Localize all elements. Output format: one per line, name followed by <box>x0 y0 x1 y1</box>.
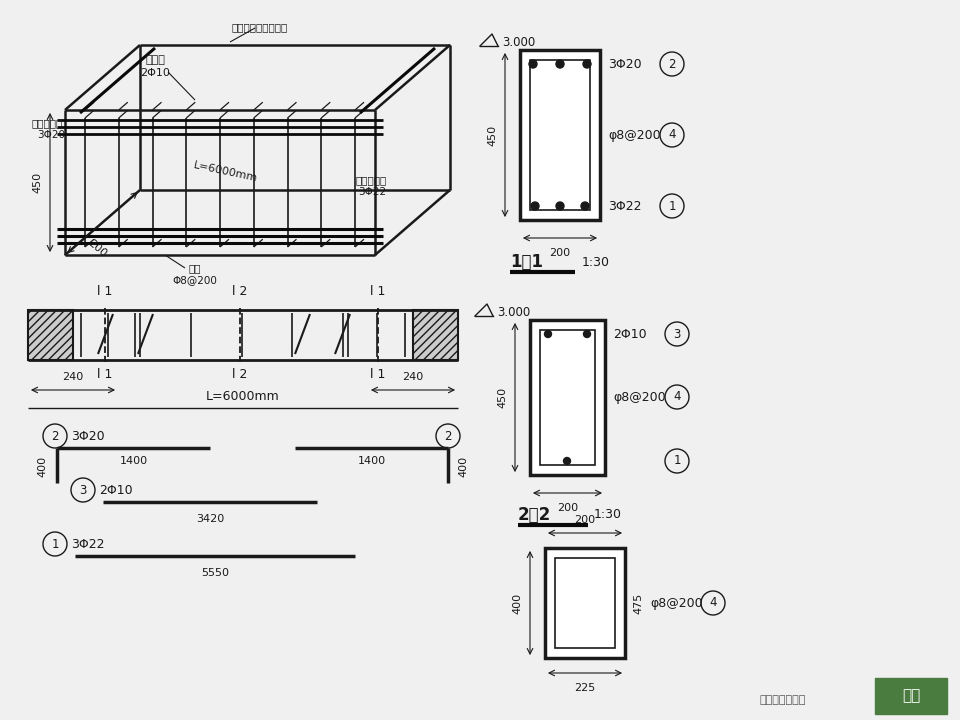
Text: 240: 240 <box>62 372 84 382</box>
Text: 2: 2 <box>444 430 452 443</box>
Circle shape <box>531 202 539 210</box>
Text: 5550: 5550 <box>201 568 229 578</box>
Text: 返回: 返回 <box>901 688 920 703</box>
Text: 200: 200 <box>574 515 595 525</box>
Text: 1:30: 1:30 <box>582 256 610 269</box>
Text: 2Φ10: 2Φ10 <box>613 328 647 341</box>
Text: 475: 475 <box>633 593 643 613</box>
Text: 3.000: 3.000 <box>497 305 530 318</box>
Text: 450: 450 <box>487 125 497 145</box>
Text: 2Φ10: 2Φ10 <box>99 484 132 497</box>
Text: 1400: 1400 <box>119 456 148 466</box>
Text: l 1: l 1 <box>371 368 386 381</box>
Polygon shape <box>413 310 458 360</box>
Circle shape <box>581 202 589 210</box>
Circle shape <box>583 60 591 68</box>
Text: 造价工程师圈儿: 造价工程师圈儿 <box>760 695 806 705</box>
Polygon shape <box>28 310 73 360</box>
Text: 1:30: 1:30 <box>594 508 622 521</box>
Text: 450: 450 <box>497 387 507 408</box>
Text: 450: 450 <box>32 172 42 193</box>
Circle shape <box>556 202 564 210</box>
Bar <box>540 330 595 465</box>
Circle shape <box>556 60 564 68</box>
Text: 2－2: 2－2 <box>518 506 551 524</box>
Text: 200: 200 <box>557 503 578 513</box>
Text: 架立筋: 架立筋 <box>145 55 165 65</box>
Text: 箍筋: 箍筋 <box>189 263 202 273</box>
Text: 400: 400 <box>458 456 468 477</box>
Text: 1400: 1400 <box>357 456 386 466</box>
Text: l 1: l 1 <box>97 368 112 381</box>
Text: 2: 2 <box>51 430 59 443</box>
Text: 3.000: 3.000 <box>502 35 536 48</box>
Text: 3Φ22: 3Φ22 <box>71 538 105 551</box>
Text: Φ8@200: Φ8@200 <box>173 275 217 285</box>
Circle shape <box>564 457 570 464</box>
Text: l 1: l 1 <box>371 285 386 298</box>
Text: 4: 4 <box>673 390 681 403</box>
Text: 240: 240 <box>402 372 423 382</box>
Text: 下部受力筋: 下部受力筋 <box>355 175 386 185</box>
Text: 1－1: 1－1 <box>510 253 543 271</box>
Text: 1: 1 <box>668 199 676 212</box>
Text: l 1: l 1 <box>97 285 112 298</box>
Text: φ8@200: φ8@200 <box>608 128 660 142</box>
Text: 400: 400 <box>512 593 522 613</box>
Circle shape <box>544 330 551 338</box>
Text: φ8@200: φ8@200 <box>613 390 665 403</box>
Text: 3Φ20: 3Φ20 <box>37 130 65 140</box>
Bar <box>530 60 590 210</box>
Text: 2: 2 <box>668 58 676 71</box>
Text: 2Φ10: 2Φ10 <box>140 68 170 78</box>
Bar <box>875 678 947 714</box>
Text: 1: 1 <box>673 454 681 467</box>
Text: 3420: 3420 <box>196 514 224 524</box>
Bar <box>545 548 625 658</box>
Text: 3Φ22: 3Φ22 <box>608 199 641 212</box>
Text: 225: 225 <box>574 683 595 693</box>
Text: 400: 400 <box>37 456 47 477</box>
Bar <box>520 50 600 220</box>
Text: 4: 4 <box>709 596 717 610</box>
Text: 3Φ20: 3Φ20 <box>608 58 641 71</box>
Text: 上部受力筋: 上部受力筋 <box>32 118 63 128</box>
Text: L=6000mm: L=6000mm <box>206 390 280 403</box>
Circle shape <box>584 330 590 338</box>
Text: 200: 200 <box>549 248 570 258</box>
Bar <box>530 320 605 475</box>
Text: L=6000mm: L=6000mm <box>192 161 258 184</box>
Text: 1: 1 <box>51 538 59 551</box>
Text: 200: 200 <box>86 238 108 258</box>
Circle shape <box>529 60 537 68</box>
Text: 3: 3 <box>80 484 86 497</box>
Text: l 2: l 2 <box>232 368 248 381</box>
Text: 3: 3 <box>673 328 681 341</box>
Text: 架立筋与受力筋搭接: 架立筋与受力筋搭接 <box>232 22 288 32</box>
Text: 3Φ20: 3Φ20 <box>71 430 105 443</box>
Text: 4: 4 <box>668 128 676 142</box>
Text: l 2: l 2 <box>232 285 248 298</box>
Text: 3Φ22: 3Φ22 <box>358 187 386 197</box>
Bar <box>555 558 615 648</box>
Text: φ8@200: φ8@200 <box>650 596 703 610</box>
